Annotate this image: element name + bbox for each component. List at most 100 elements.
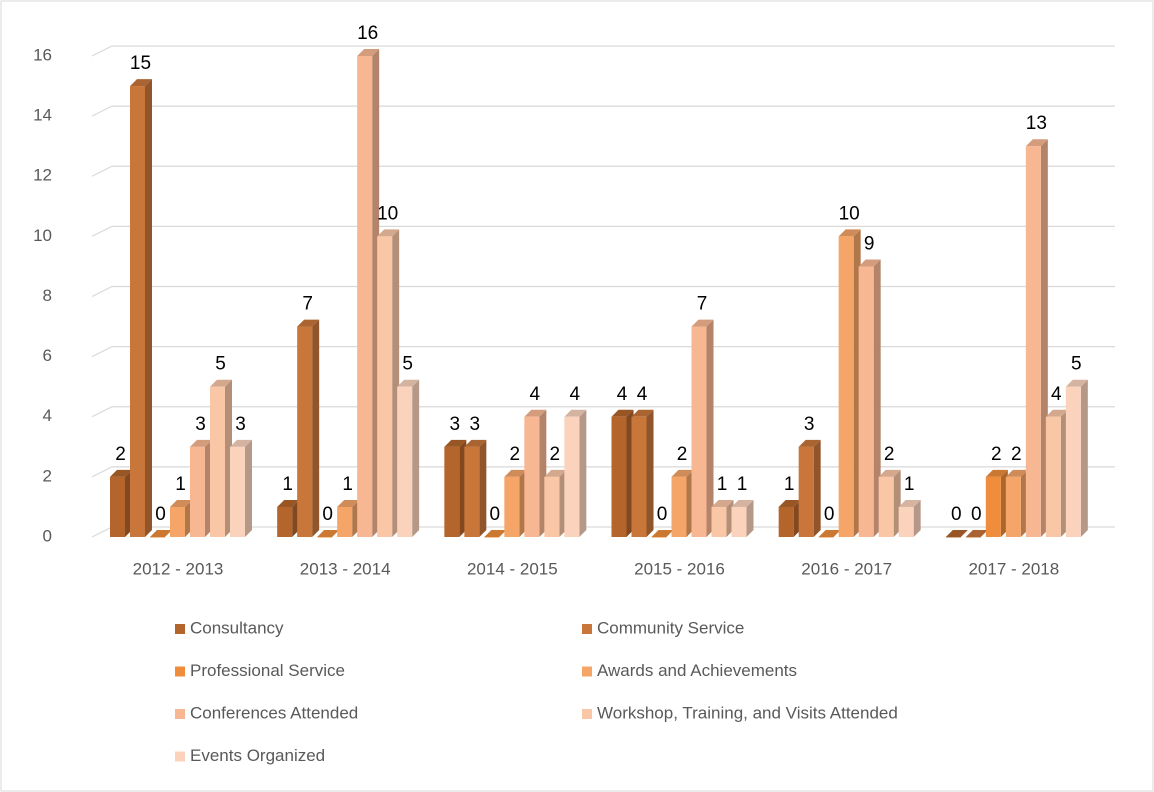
bar-top: [130, 79, 152, 87]
bar-top: [1065, 379, 1088, 387]
bar-front: [150, 537, 165, 538]
value-label: 4: [637, 384, 648, 405]
bar-top: [150, 530, 172, 537]
value-label: 4: [1051, 384, 1062, 405]
value-label: 13: [1026, 113, 1047, 134]
bar-front: [377, 236, 393, 537]
bar-top: [671, 469, 694, 477]
bar: [711, 499, 734, 537]
bar: [965, 530, 988, 538]
bar-side: [746, 499, 754, 537]
value-label: 0: [155, 504, 166, 525]
bar-top: [377, 229, 400, 237]
bar: [170, 499, 192, 537]
bar-side: [312, 319, 320, 537]
bar-front: [504, 476, 520, 537]
value-label: 1: [342, 474, 353, 495]
bar-front: [357, 56, 373, 537]
y-tick-label: 8: [43, 286, 52, 305]
legend-swatch: [175, 624, 185, 634]
bar-top: [898, 499, 921, 507]
bar: [230, 439, 252, 537]
x-tick-label: 2012 - 2013: [133, 559, 224, 578]
legend-swatch: [175, 709, 185, 719]
bar-front: [110, 476, 125, 537]
value-label: 2: [884, 444, 895, 465]
bar: [858, 259, 881, 537]
bar-front: [798, 446, 814, 537]
value-label: 16: [357, 23, 378, 44]
bar-front: [671, 476, 687, 537]
legend-label: Workshop, Training, and Visits Attended: [597, 703, 898, 722]
bar-front: [464, 446, 480, 537]
bar-front: [731, 506, 747, 537]
bar-top: [317, 530, 340, 537]
bar: [985, 469, 1008, 537]
y-tick-label: 12: [33, 166, 52, 185]
bar: [878, 469, 901, 537]
bar-front: [397, 386, 413, 537]
bar-front: [778, 506, 794, 537]
bar: [397, 379, 420, 537]
bar-front: [945, 537, 961, 538]
bar: [778, 499, 801, 537]
value-label: 3: [450, 414, 461, 435]
bar-side: [1080, 379, 1088, 537]
bar-front: [965, 537, 981, 538]
bar: [631, 409, 654, 537]
bar-front: [611, 416, 627, 537]
bar-front: [230, 446, 245, 537]
bar-top: [798, 439, 821, 447]
bar: [464, 439, 487, 537]
value-label: 3: [470, 414, 481, 435]
bar-front: [878, 476, 894, 537]
bar-front: [985, 476, 1001, 537]
bar-front: [544, 476, 560, 537]
bar: [150, 530, 172, 538]
bar-front: [210, 386, 225, 537]
bar: [297, 319, 320, 537]
bar-top: [631, 409, 654, 417]
value-label: 10: [377, 203, 398, 224]
bar-top: [110, 469, 132, 477]
bar-top: [838, 229, 861, 237]
grid-line: [91, 105, 1115, 117]
grid-line: [91, 225, 1115, 237]
bar-top: [524, 409, 547, 417]
bar-front: [564, 416, 580, 537]
bar-front: [317, 537, 333, 538]
bar-side: [813, 439, 821, 537]
value-label: 1: [904, 474, 915, 495]
legend-swatch: [582, 709, 592, 719]
bar: [337, 499, 360, 537]
value-label: 0: [657, 504, 668, 525]
bar-top: [190, 439, 212, 447]
value-label: 1: [175, 474, 186, 495]
bar: [130, 79, 152, 537]
bar: [731, 499, 754, 537]
bar-top: [1045, 409, 1068, 417]
bar-top: [484, 530, 507, 537]
bar-top: [778, 499, 801, 507]
x-tick-label: 2016 - 2017: [801, 559, 892, 578]
bar-front: [190, 446, 205, 537]
bar-front: [858, 266, 874, 537]
x-tick-label: 2017 - 2018: [968, 559, 1059, 578]
grid-line: [91, 165, 1115, 177]
bar: [671, 469, 694, 537]
y-tick-label: 0: [43, 526, 52, 545]
value-label: 3: [195, 414, 206, 435]
bar: [544, 469, 567, 537]
bar-top: [965, 530, 988, 537]
legend-label: Awards and Achievements: [597, 661, 797, 680]
bar-top: [878, 469, 901, 477]
bar-top: [985, 469, 1008, 477]
value-label: 0: [322, 504, 333, 525]
value-label: 2: [550, 444, 561, 465]
bar-top: [611, 409, 634, 417]
bar: [444, 439, 467, 537]
legend-label: Conferences Attended: [190, 703, 358, 722]
value-label: 2: [677, 444, 688, 465]
grid-line: [91, 406, 1115, 418]
bar-top: [464, 439, 487, 447]
